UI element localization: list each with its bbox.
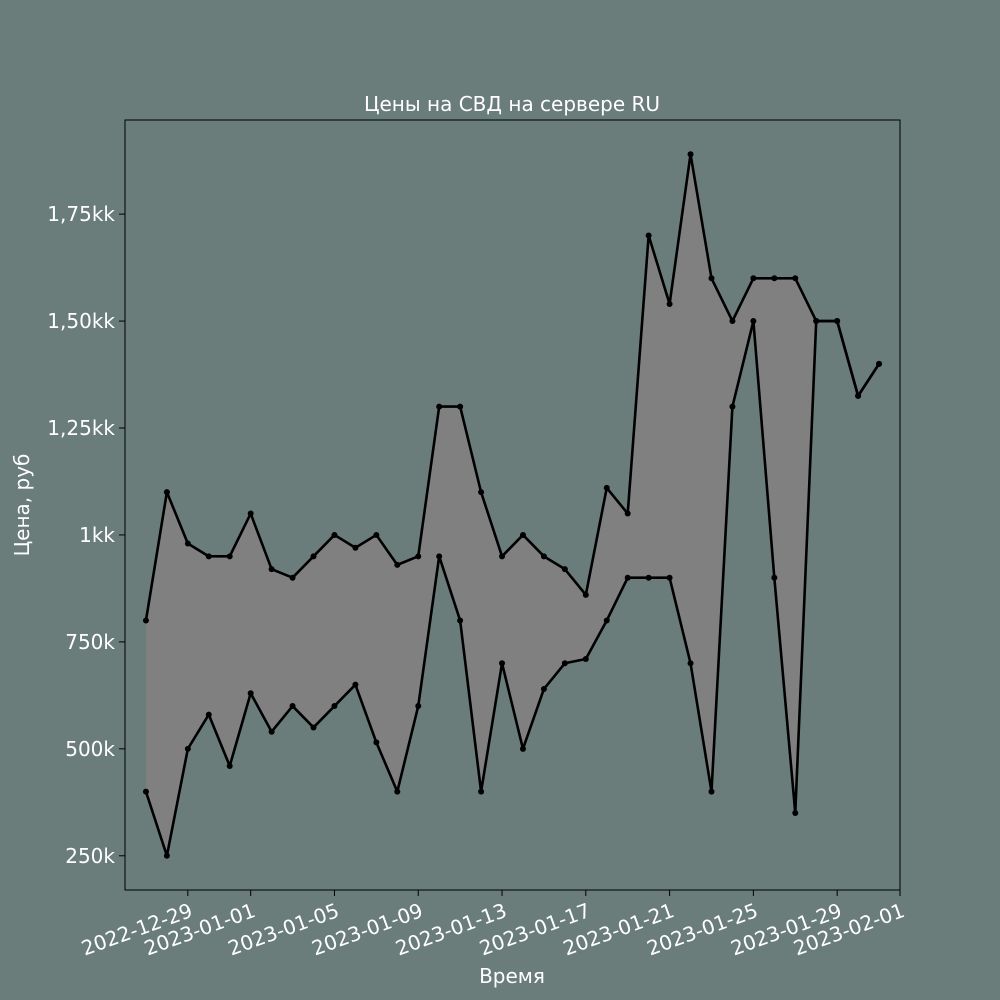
max-price-point xyxy=(624,510,631,517)
min-price-line xyxy=(144,319,881,858)
y-tick-label: 500k xyxy=(65,737,115,761)
max-price-point xyxy=(687,151,694,158)
min-price-point xyxy=(499,660,506,667)
min-price-point xyxy=(771,574,778,581)
min-price-point xyxy=(436,553,443,560)
min-price-point xyxy=(457,617,464,624)
min-price-point xyxy=(289,703,296,710)
min-price-point xyxy=(205,711,212,718)
min-price-point xyxy=(666,574,673,581)
min-price-point xyxy=(247,690,254,697)
max-price-point xyxy=(750,275,757,282)
max-price-point xyxy=(792,275,799,282)
max-price-point xyxy=(331,531,338,538)
max-price-line xyxy=(144,152,881,621)
x-axis-label: Время xyxy=(479,964,545,988)
min-price-point xyxy=(603,617,610,624)
min-price-point xyxy=(519,745,526,752)
min-price-point xyxy=(142,788,149,795)
max-price-point xyxy=(394,561,401,568)
max-price-point xyxy=(310,553,317,560)
min-price-point xyxy=(184,745,191,752)
y-tick-label: 1,25kk xyxy=(47,416,115,440)
max-price-point xyxy=(142,617,149,624)
max-price-point xyxy=(499,553,506,560)
y-tick-label: 1kk xyxy=(79,523,115,547)
min-price-point xyxy=(834,318,841,325)
min-price-point xyxy=(226,762,233,769)
max-price-point xyxy=(603,484,610,491)
y-tick-label: 1,75kk xyxy=(47,202,115,226)
max-price-point xyxy=(226,553,233,560)
min-price-point xyxy=(855,392,862,399)
min-price-point xyxy=(813,318,820,325)
plot-area: 250k500k750k1kk1,25kk1,50kk1,75kk2022-12… xyxy=(47,119,908,960)
y-tick-label: 750k xyxy=(65,630,115,654)
plot-frame xyxy=(124,119,901,891)
y-tick-label: 1,50kk xyxy=(47,309,115,333)
min-price-point xyxy=(394,788,401,795)
max-price-point xyxy=(478,489,485,496)
max-price-point xyxy=(373,531,380,538)
max-price-point xyxy=(184,540,191,547)
max-price-point xyxy=(163,489,170,496)
max-price-point xyxy=(289,574,296,581)
min-price-point xyxy=(792,810,799,816)
min-price-point xyxy=(373,739,380,746)
min-price-point xyxy=(876,360,883,367)
max-price-point xyxy=(540,553,547,560)
max-price-point xyxy=(708,275,715,282)
max-price-point xyxy=(205,553,212,560)
min-price-point xyxy=(310,724,317,731)
min-price-point xyxy=(331,703,338,710)
max-price-point xyxy=(771,275,778,282)
min-price-point xyxy=(645,574,652,581)
min-price-point xyxy=(163,852,170,859)
max-price-point xyxy=(247,510,254,517)
min-price-point xyxy=(729,403,736,410)
max-price-point xyxy=(268,566,275,573)
max-price-point xyxy=(561,566,568,573)
min-price-point xyxy=(268,728,275,735)
chart-title: Цены на СВД на сервере RU xyxy=(364,92,660,116)
min-price-point xyxy=(687,660,694,667)
min-price-point xyxy=(708,788,715,795)
max-price-point xyxy=(729,318,736,325)
price-range-fill xyxy=(145,154,880,856)
min-price-point xyxy=(540,685,547,692)
min-price-point xyxy=(415,703,422,710)
max-price-point xyxy=(457,403,464,410)
max-price-point xyxy=(415,553,422,560)
min-price-point xyxy=(352,681,359,688)
max-price-point xyxy=(352,544,359,551)
max-price-point xyxy=(436,403,443,410)
max-price-point xyxy=(582,591,589,598)
min-price-point xyxy=(624,574,631,581)
min-price-point xyxy=(582,656,589,662)
max-price-point xyxy=(519,531,526,538)
y-tick-label: 250k xyxy=(65,844,115,868)
min-price-point xyxy=(561,660,568,667)
max-price-point xyxy=(645,232,652,239)
min-price-point xyxy=(750,318,757,325)
max-price-point xyxy=(666,300,673,307)
min-price-point xyxy=(478,788,485,795)
y-axis-label: Цена, руб xyxy=(10,454,34,557)
